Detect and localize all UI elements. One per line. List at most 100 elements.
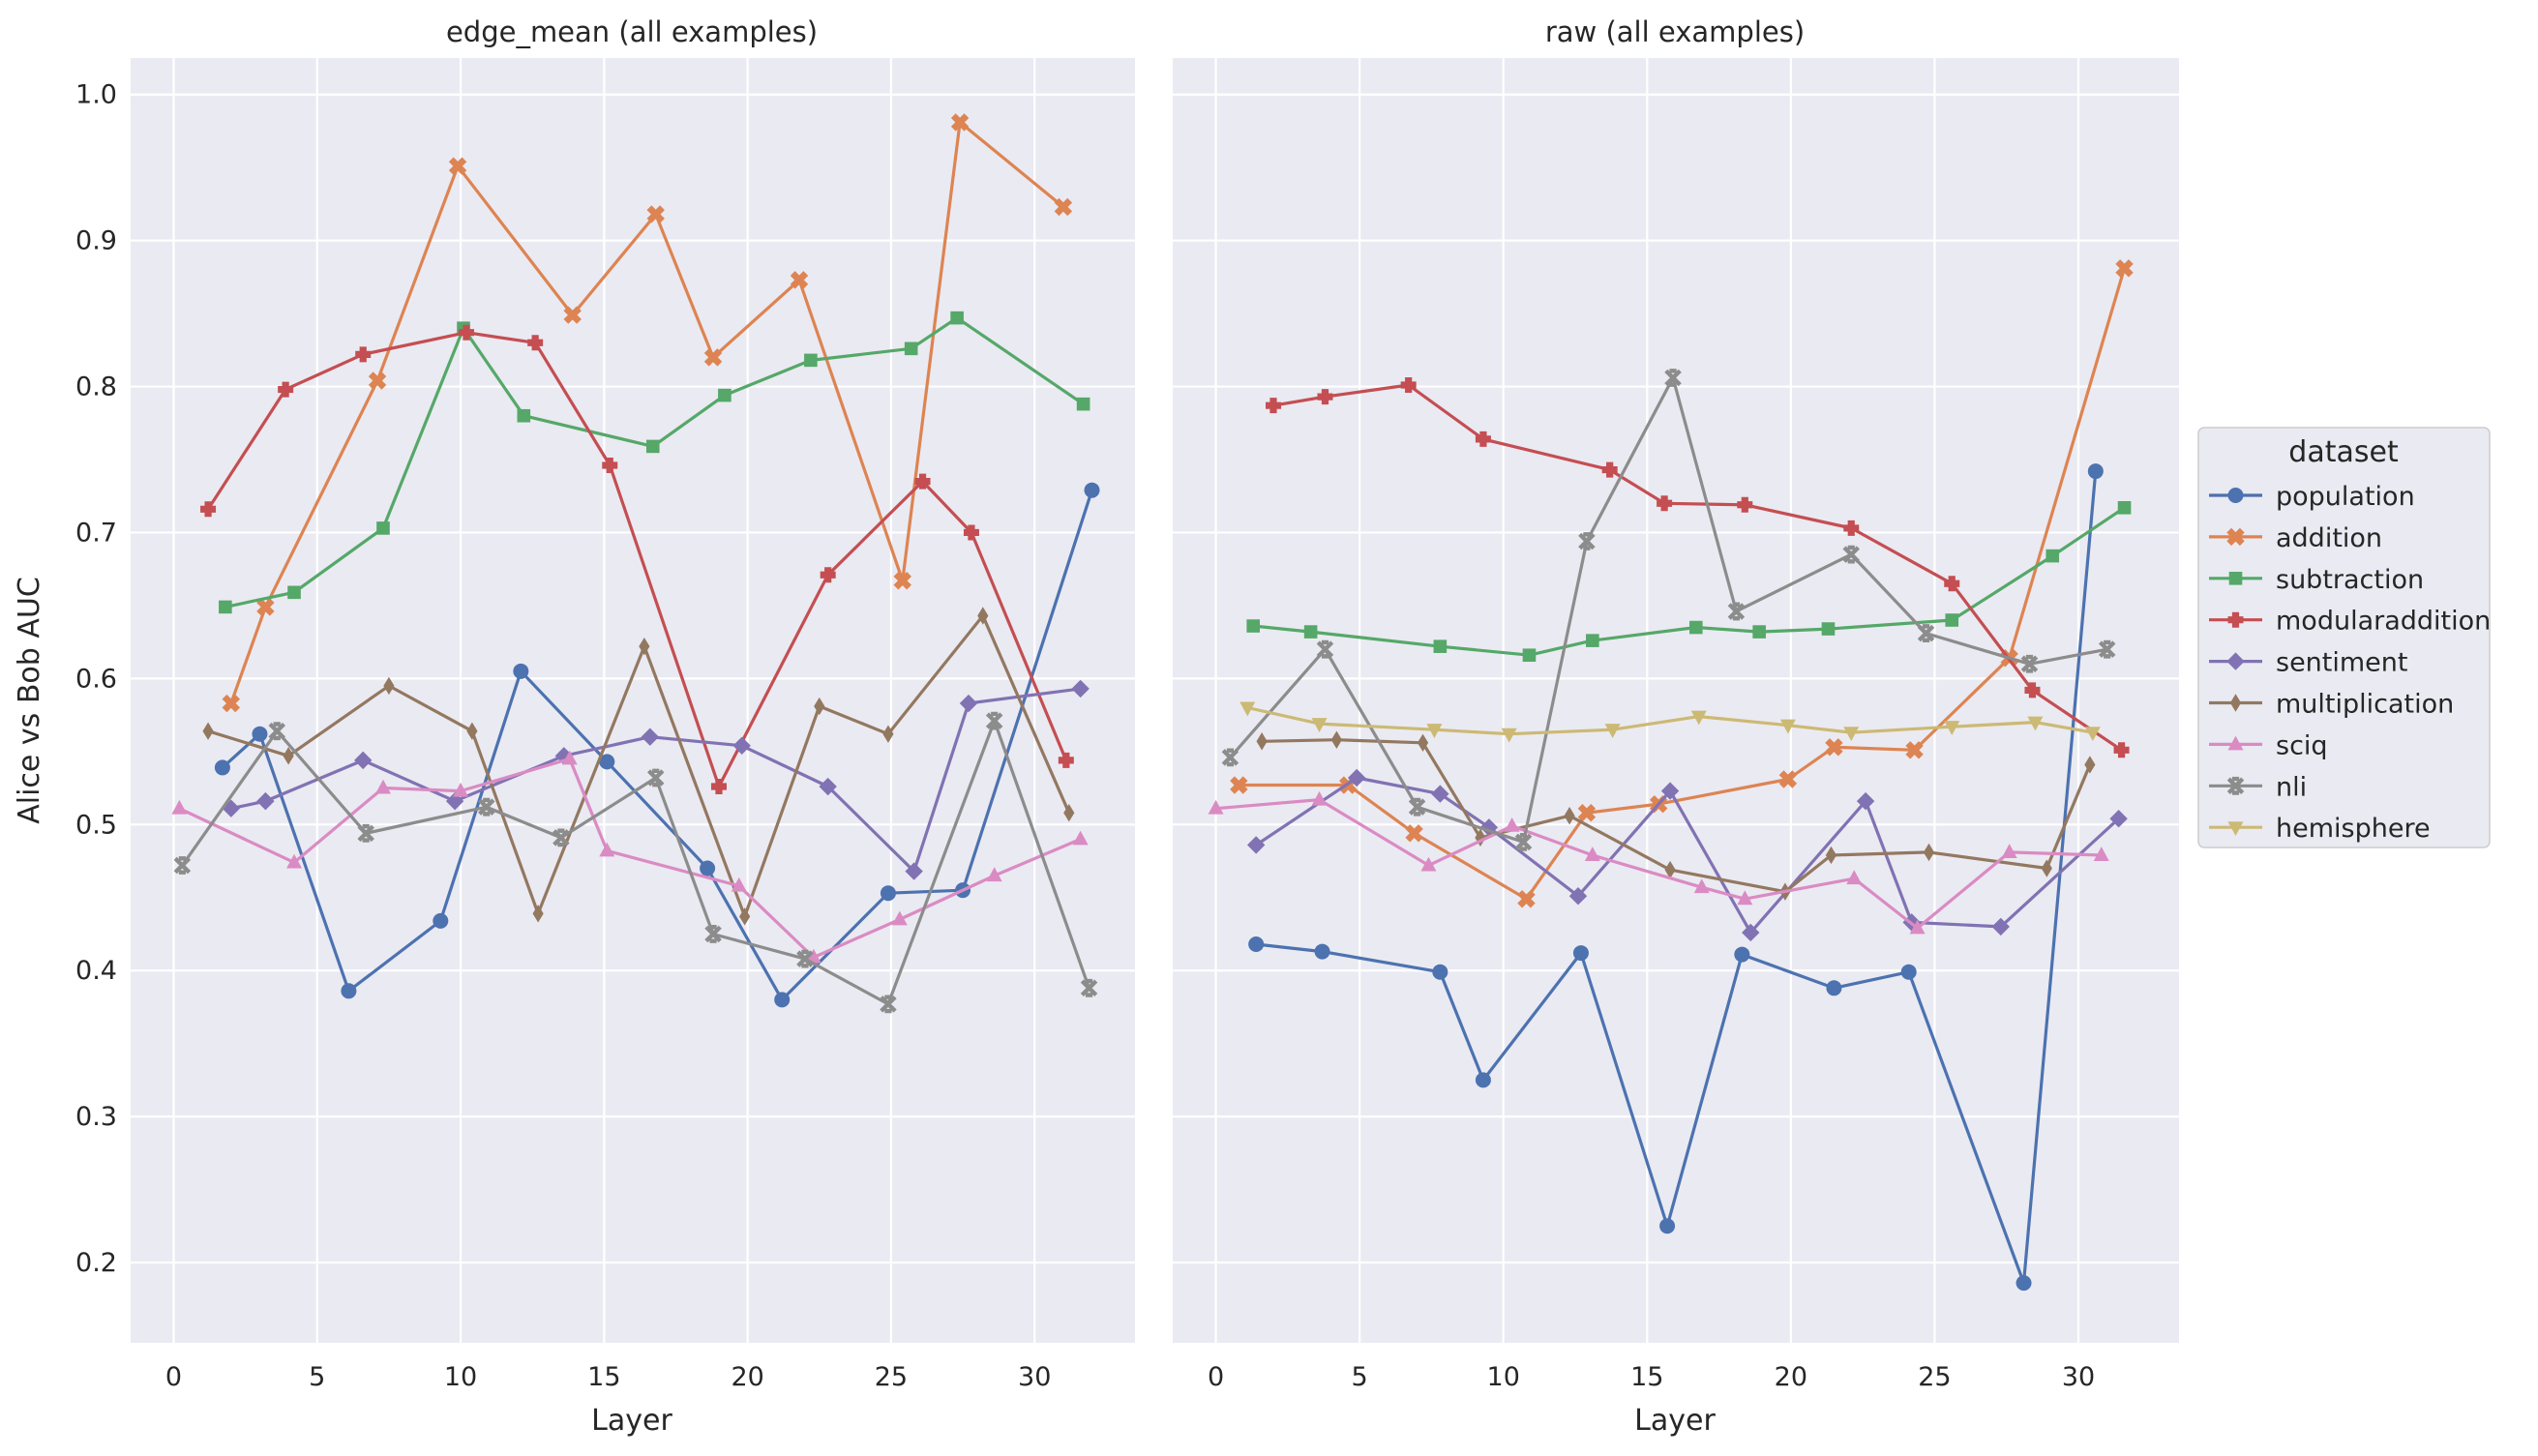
data-point-sentiment [905,862,923,880]
data-point-modularaddition [278,381,294,398]
data-point-population [1734,946,1750,963]
data-point-sentiment [1347,768,1366,787]
data-point-modularaddition [1058,752,1074,768]
data-point-addition [1517,890,1536,908]
y-tick-label: 0.4 [75,956,117,986]
data-point-nli [2098,639,2116,659]
data-point-modularaddition [1601,461,1618,478]
data-point-subtraction [645,439,660,454]
legend-item-subtraction: subtraction [2209,565,2424,595]
data-point-population [774,992,791,1008]
data-point-addition [646,205,665,223]
data-point-addition [1577,803,1597,822]
data-point-hemisphere [2084,727,2101,741]
data-point-multiplication [1063,804,1075,822]
legend-item-nli: nli [2209,772,2307,802]
data-point-sentiment [732,736,751,755]
data-point-sentiment [1431,785,1449,803]
data-point-nli [1664,369,1682,387]
panel-edge-mean: edge_mean (all examples) 0 5 10 15 20 25 30 0.2… [75,15,1135,1438]
data-point-sciq [561,750,578,765]
panel-raw: raw (all examples) 0 5 10 15 20 25 30 Layer [1173,15,2179,1438]
legend-marker [2226,652,2245,670]
data-point-addition [448,157,467,175]
legend-marker [2227,488,2244,503]
legend-label: addition [2276,523,2382,553]
data-point-multiplication [977,607,989,625]
data-point-modularaddition [914,473,931,490]
data-point-multiplication [202,722,214,740]
legend-marker [2229,694,2242,712]
data-point-multiplication [466,722,478,740]
legend-label: sentiment [2276,648,2408,678]
data-point-modularaddition [1475,431,1491,447]
legend-item-population: population [2209,482,2415,512]
data-point-sentiment [354,751,373,770]
data-point-hemisphere [1843,727,1860,741]
data-point-population [1900,964,1917,980]
y-axis-label: Alice vs Bob AUC [13,577,46,824]
series-multiplication [1256,730,2096,901]
data-point-population [1572,945,1589,962]
data-point-multiplication [1417,733,1429,752]
data-point-population [433,912,449,929]
data-point-modularaddition [458,324,474,341]
data-point-addition [1230,776,1248,794]
data-point-population [1659,1218,1676,1234]
legend-marker [2227,611,2244,628]
data-point-subtraction [1945,613,1959,627]
legend-label: subtraction [2276,565,2424,595]
legend-marker [2227,735,2244,751]
data-point-nli [1727,602,1746,621]
legend-label: hemisphere [2276,814,2431,844]
series-sciq [171,750,1089,964]
data-point-subtraction [1522,648,1537,663]
data-point-sentiment [1568,887,1588,906]
data-point-multiplication [1256,732,1268,751]
data-point-population [1826,980,1842,996]
data-point-sentiment [959,694,978,713]
data-point-population [214,759,230,776]
data-point-sentiment [256,791,275,811]
data-point-nli [552,828,570,847]
data-point-nli [1316,639,1334,659]
legend-label: sciq [2276,730,2328,760]
data-point-nli [1408,797,1426,817]
panel-title: raw (all examples) [1545,15,1805,48]
data-point-sentiment [819,777,837,796]
x-tick-label: 20 [1775,1362,1807,1392]
y-tick-label: 0.2 [75,1248,117,1278]
y-tick-label: 0.7 [75,518,117,548]
data-point-hemisphere [1604,724,1621,738]
x-tick-label: 15 [587,1362,620,1392]
data-point-subtraction [718,388,732,402]
data-point-modularaddition [2113,742,2130,758]
data-point-modularaddition [1657,495,1673,512]
data-point-addition [1905,741,1924,759]
data-point-subtraction [1303,625,1318,639]
data-point-population [1432,964,1448,980]
data-point-addition [563,306,582,324]
legend-label: population [2276,482,2415,512]
x-tick-label: 5 [1352,1362,1368,1392]
data-point-sciq [599,842,615,857]
data-point-sciq [1311,790,1328,806]
data-point-sciq [1584,847,1600,861]
data-point-modularaddition [1843,520,1860,536]
data-point-subtraction [1752,625,1766,639]
legend-marker [2227,821,2244,836]
data-point-addition [222,694,241,713]
data-point-addition [1054,197,1073,217]
data-point-subtraction [219,600,232,614]
y-tick-label: 0.3 [75,1102,117,1132]
legend-label: multiplication [2276,690,2454,720]
data-point-sciq [171,799,188,815]
data-point-subtraction [1246,619,1260,633]
legend-item-sciq: sciq [2209,730,2328,760]
x-tick-label: 0 [165,1362,182,1392]
data-point-sciq [891,910,908,926]
data-point-multiplication [1564,807,1575,825]
data-point-population [2087,463,2104,480]
data-point-addition [1405,824,1423,843]
x-tick-label: 20 [731,1362,763,1392]
